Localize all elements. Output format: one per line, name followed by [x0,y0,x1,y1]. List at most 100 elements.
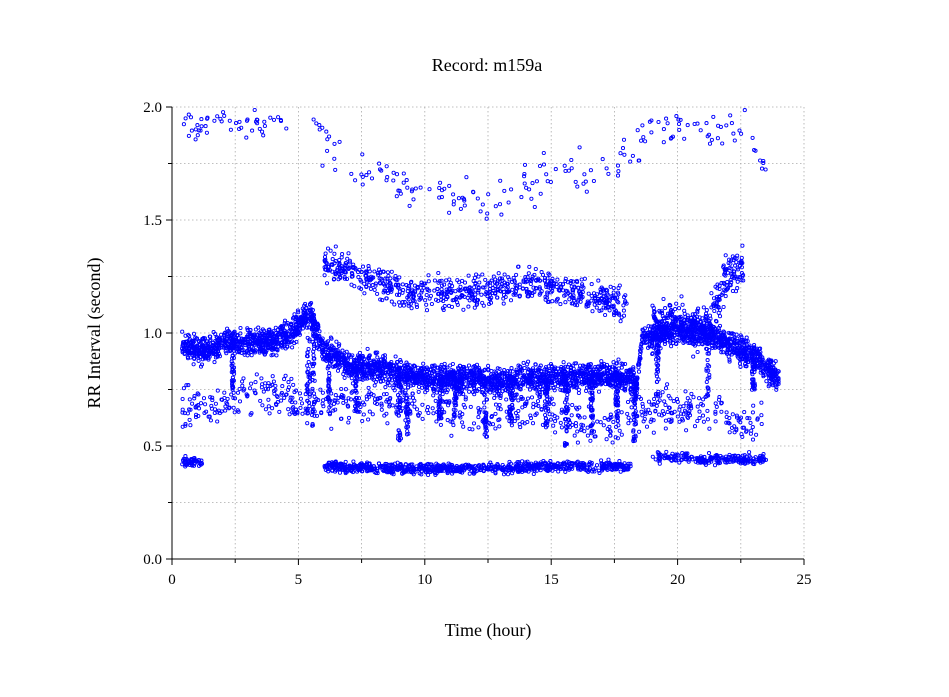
data-point [585,385,590,390]
data-point [661,296,666,302]
data-point [426,279,431,284]
data-point [526,271,531,276]
data-point [555,277,560,282]
data-point [367,283,372,288]
data-point [458,284,463,289]
data-point [721,350,726,355]
data-point [574,361,579,366]
data-point [224,351,229,356]
data-point [360,264,366,269]
data-point [514,272,519,277]
data-point [558,387,563,392]
data-point [636,369,642,374]
data-point [449,304,455,309]
data-point [475,388,480,393]
data-point [380,298,385,303]
data-point [723,294,728,299]
data-point [480,300,485,305]
data-point [332,251,337,256]
data-point [586,291,591,296]
data-point [497,366,502,371]
data-point [489,368,494,374]
data-point [409,306,414,311]
data-point [245,335,250,340]
data-point [199,362,205,367]
data-point [596,278,601,283]
data-point [579,277,584,282]
data-point [496,271,501,276]
data-point [345,256,350,261]
data-point [517,377,522,382]
data-point [397,300,402,305]
data-point [323,251,328,256]
data-point [365,376,370,381]
data-point [196,358,201,363]
data-point [595,365,600,370]
data-point [766,384,771,389]
data-point [764,379,769,384]
data-point [596,389,602,394]
data-point [621,308,626,313]
data-point [647,344,652,349]
data-point [324,281,330,286]
data-point [393,354,398,359]
data-point [245,326,250,331]
data-point [727,357,732,362]
data-point [467,298,472,303]
data-point [466,304,471,309]
data-point [717,314,723,319]
data-point [335,368,341,373]
data-point [502,272,507,277]
data-point [375,355,380,360]
data-point [673,307,678,312]
data-point [492,395,497,401]
data-point [385,270,390,275]
data-point [405,362,410,367]
data-point [719,281,724,286]
data-point [333,244,338,249]
data-point [450,361,455,367]
data-point [340,348,345,353]
data-point [444,278,449,283]
data-point [466,363,472,368]
data-point [679,294,684,299]
data-point [180,329,185,334]
data-point [558,302,563,307]
data-point [185,354,190,359]
data-point [198,364,204,369]
data-point [616,357,621,362]
data-point [330,257,335,262]
data-points [180,107,781,478]
chart-title: Record: m159a [432,55,542,75]
data-point [472,275,477,280]
data-point [723,253,728,258]
data-point [508,298,514,303]
data-point [467,389,472,394]
data-point [680,302,685,307]
data-point [424,302,429,307]
data-point [329,336,334,341]
data-point [561,360,566,365]
data-point [375,291,380,296]
data-point [743,364,748,369]
data-point [313,338,319,343]
data-point [462,280,468,285]
data-point [192,356,197,361]
data-point [663,306,668,311]
data-point [470,390,476,395]
data-point [436,270,441,276]
data-point [238,325,243,331]
data-point [443,388,448,393]
data-point [776,381,781,386]
data-point [325,246,331,251]
data-point [509,366,514,371]
data-point [619,361,624,366]
data-point [725,279,730,285]
data-point [729,258,734,263]
data-point [416,389,421,394]
data-point [389,299,394,304]
data-point [539,270,544,275]
data-point [527,264,532,269]
data-point [447,277,452,282]
